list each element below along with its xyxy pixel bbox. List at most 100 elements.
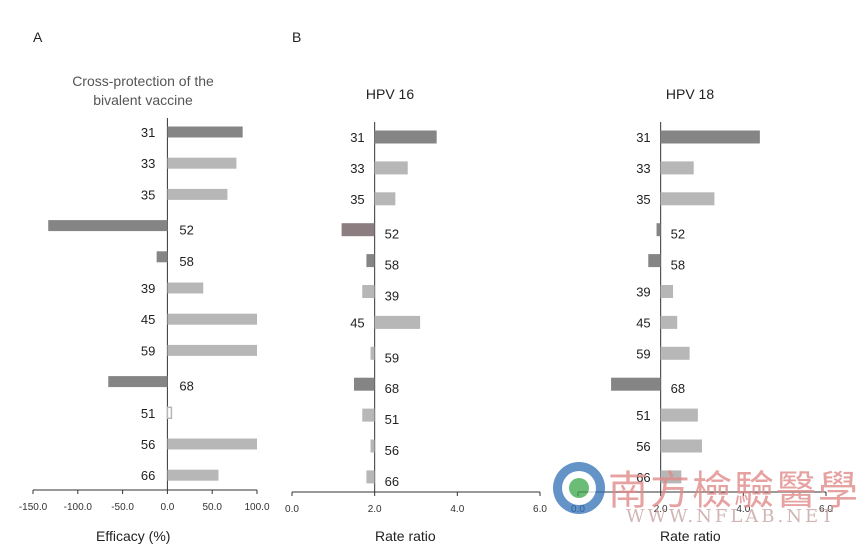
bar-52 [341, 223, 375, 237]
bar-35 [660, 192, 715, 206]
watermark-title: 南方檢驗醫學 [608, 468, 860, 514]
category-label-35: 35 [636, 192, 650, 207]
bar-68 [354, 377, 375, 391]
category-label-51: 51 [385, 412, 399, 427]
bar-31 [660, 130, 760, 144]
category-label-35: 35 [141, 187, 155, 202]
x-tick-label: 2.0 [654, 504, 668, 515]
bar-33 [167, 157, 237, 169]
category-label-45: 45 [350, 315, 364, 330]
category-label-51: 51 [141, 406, 155, 421]
category-label-56: 56 [636, 439, 650, 454]
bar-68 [108, 376, 168, 388]
category-label-52: 52 [385, 227, 399, 242]
x-tick-label: 2.0 [368, 504, 382, 515]
bar-31 [167, 126, 243, 138]
bar-58 [648, 254, 661, 268]
category-label-45: 45 [141, 312, 155, 327]
chart-a-xlabel: Efficacy (%) [96, 528, 171, 544]
category-label-58: 58 [179, 254, 193, 269]
chart-b1-title: HPV 16 [365, 86, 415, 102]
bar-66 [366, 470, 375, 484]
category-label-31: 31 [636, 130, 650, 145]
category-label-51: 51 [636, 408, 650, 423]
x-tick-label: 50.0 [202, 502, 222, 513]
bar-33 [660, 161, 694, 175]
panel-a-label: A [33, 29, 43, 45]
category-label-59: 59 [385, 350, 399, 365]
bar-52 [48, 220, 168, 232]
x-tick-label: 4.0 [736, 504, 750, 515]
x-tick-label: 100.0 [244, 502, 269, 513]
bar-39 [660, 285, 674, 298]
bar-39 [362, 285, 375, 298]
category-label-68: 68 [179, 379, 193, 394]
category-label-68: 68 [671, 381, 685, 396]
bar-56 [370, 439, 375, 453]
bar-39 [167, 282, 204, 294]
bar-58 [366, 254, 375, 268]
bar-68 [611, 377, 661, 391]
chart-a-title: Cross-protection of the bivalent vaccine [38, 72, 248, 110]
category-label-58: 58 [385, 258, 399, 273]
bar-56 [660, 439, 702, 453]
category-label-59: 59 [141, 343, 155, 358]
x-tick-label: 4.0 [450, 504, 464, 515]
bar-51 [166, 406, 173, 420]
chart-b1-xlabel: Rate ratio [375, 528, 436, 544]
panel-b-label: B [292, 29, 302, 45]
x-tick-label: -50.0 [111, 502, 134, 513]
category-label-56: 56 [385, 443, 399, 458]
category-label-33: 33 [350, 161, 364, 176]
category-label-35: 35 [350, 192, 364, 207]
x-tick-label: -150.0 [19, 502, 48, 513]
category-label-52: 52 [671, 227, 685, 242]
chart-0: -150.0 -100.0 -50.0 0.0 50.0 100.0 31 33 35 52 58 3… [19, 118, 270, 513]
category-label-66: 66 [385, 474, 399, 489]
bar-56 [167, 438, 257, 450]
bar-52 [656, 223, 661, 237]
bar-59 [370, 346, 375, 360]
category-label-52: 52 [179, 223, 193, 238]
bar-45 [374, 315, 421, 329]
bar-59 [167, 344, 257, 356]
bar-58 [156, 251, 168, 263]
bar-66 [660, 470, 682, 484]
category-label-33: 33 [141, 156, 155, 171]
x-tick-label: 0.0 [160, 502, 174, 513]
x-tick-label: 6.0 [533, 504, 547, 515]
bar-33 [374, 161, 408, 175]
x-tick-label: 0.0 [285, 504, 299, 515]
category-label-66: 66 [636, 470, 650, 485]
watermark-logo [553, 462, 605, 514]
category-label-39: 39 [141, 281, 155, 296]
category-label-66: 66 [141, 468, 155, 483]
bar-59 [660, 346, 690, 360]
bar-51 [362, 408, 375, 422]
chart-a-title-line-2: bivalent vaccine [93, 92, 193, 108]
chart-1: 0.0 2.0 4.0 6.0 31 33 35 52 58 39 45 59 68 51 56 66 [285, 122, 547, 515]
category-label-58: 58 [671, 258, 685, 273]
category-label-31: 31 [350, 130, 364, 145]
bar-35 [374, 192, 396, 206]
category-label-56: 56 [141, 437, 155, 452]
bar-45 [167, 313, 257, 325]
x-tick-label: 6.0 [819, 504, 833, 515]
x-tick-label: -100.0 [64, 502, 93, 513]
category-label-39: 39 [385, 289, 399, 304]
watermark-url: WWW.NFLAB.NET [626, 506, 837, 527]
bar-35 [167, 188, 228, 200]
chart-b2-xlabel: Rate ratio [660, 528, 721, 544]
chart-b2-title: HPV 18 [665, 86, 715, 102]
category-label-45: 45 [636, 315, 650, 330]
bar-51 [660, 408, 698, 422]
bar-31 [374, 130, 437, 144]
globe-icon [562, 471, 596, 505]
category-label-39: 39 [636, 285, 650, 300]
chart-a-title-line-1: Cross-protection of the [72, 73, 214, 89]
category-label-68: 68 [385, 381, 399, 396]
bar-66 [167, 469, 219, 481]
